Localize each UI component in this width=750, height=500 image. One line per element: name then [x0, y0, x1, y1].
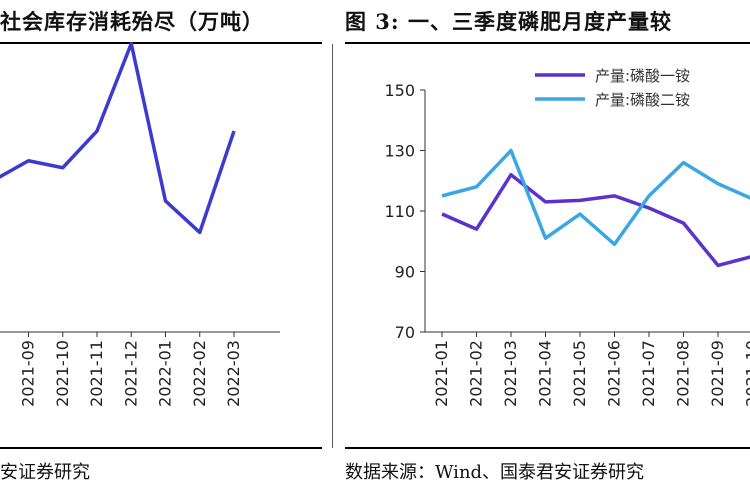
legend-label-1: 产量:磷酸一铵	[595, 67, 690, 85]
right-title-rule	[345, 42, 750, 44]
right-x-tick-label: 2021-09	[708, 340, 727, 407]
left-source-note: 安证券研究	[0, 462, 90, 483]
right-series-line-2	[441, 148, 750, 247]
left-x-tick-label: 2021-11	[87, 340, 106, 407]
right-source-note: 数据来源：Wind、国泰君安证券研究	[345, 462, 645, 483]
right-x-tick-label: 2021-05	[570, 340, 589, 407]
right-bottom-rule	[345, 447, 750, 449]
left-x-tick-label: 2021-10	[53, 340, 72, 407]
right-y-tick-label: 70	[395, 323, 415, 342]
right-x-tick-label: 2021-03	[501, 340, 520, 407]
left-x-tick-label: 2022-01	[156, 340, 175, 407]
right-x-tick-label: 2021-04	[536, 340, 555, 407]
right-y-tick-label: 150	[384, 81, 415, 100]
left-x-tick-label: 2022-03	[224, 340, 243, 407]
right-chart: 70 90 110 130 150 2021-01 2021-02 2021-03 2021-0…	[384, 67, 750, 407]
right-x-tick-label: 2021-10	[743, 340, 750, 407]
right-x-tick-label: 2021-07	[639, 340, 658, 407]
left-x-tick-label: 2022-02	[190, 340, 209, 407]
left-title-rule	[0, 42, 322, 44]
right-x-tick-label: 2021-08	[674, 340, 693, 407]
panel-divider	[332, 44, 333, 448]
left-chart: 2021-08 2021-09 2021-10 2021-11 2021-12 2022-…	[0, 41, 280, 407]
right-y-tick-label: 130	[384, 142, 415, 161]
right-x-tick-label: 2021-06	[605, 340, 624, 407]
left-x-tick-label: 2021-08	[0, 340, 3, 407]
right-x-tick-label: 2021-02	[467, 340, 486, 407]
right-y-tick-label: 110	[384, 202, 415, 221]
left-x-tick-label: 2021-09	[19, 340, 38, 407]
left-series-line	[0, 41, 236, 235]
legend-label-2: 产量:磷酸二铵	[595, 91, 690, 109]
right-y-tick-label: 90	[395, 263, 415, 282]
right-x-tick-label: 2021-01	[432, 340, 451, 407]
left-bottom-rule	[0, 447, 322, 449]
right-series-line-1	[441, 172, 750, 268]
left-chart-title: 社会库存消耗殆尽（万吨）	[0, 9, 264, 34]
left-x-tick-label: 2021-12	[121, 340, 140, 407]
right-chart-title: 图 3: 一、三季度磷肥月度产量较	[345, 9, 672, 34]
